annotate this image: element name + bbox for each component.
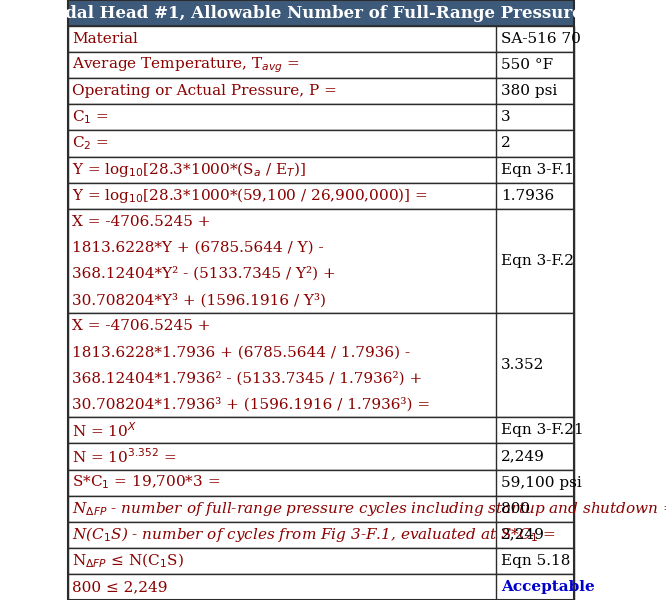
FancyBboxPatch shape bbox=[69, 0, 574, 26]
Text: N$_{ΔFP}$ - number of full-range pressure cycles including startup and shutdown : N$_{ΔFP}$ - number of full-range pressur… bbox=[73, 500, 666, 518]
Text: Y = log$_{10}$[28.3*1000*(59,100 / 26,900,000)] =: Y = log$_{10}$[28.3*1000*(59,100 / 26,90… bbox=[73, 186, 428, 205]
Text: Eqn 3-F.21: Eqn 3-F.21 bbox=[501, 424, 583, 437]
Text: 1.7936: 1.7936 bbox=[501, 188, 554, 203]
FancyBboxPatch shape bbox=[69, 130, 574, 157]
FancyBboxPatch shape bbox=[69, 26, 574, 52]
FancyBboxPatch shape bbox=[69, 209, 574, 313]
Text: N = 10$^X$: N = 10$^X$ bbox=[73, 421, 137, 440]
Text: S*C$_1$ = 19,700*3 =: S*C$_1$ = 19,700*3 = bbox=[73, 474, 220, 491]
Text: Ellipsoidal Head #1, Allowable Number of Full-Range Pressure Cycles: Ellipsoidal Head #1, Allowable Number of… bbox=[0, 5, 647, 22]
Text: N$_{ΔFP}$ ≤ N(C$_1$S): N$_{ΔFP}$ ≤ N(C$_1$S) bbox=[73, 551, 184, 570]
FancyBboxPatch shape bbox=[69, 78, 574, 104]
FancyBboxPatch shape bbox=[69, 157, 574, 182]
Text: 380 psi: 380 psi bbox=[501, 85, 557, 98]
FancyBboxPatch shape bbox=[69, 182, 574, 209]
Text: X = -4706.5245 +: X = -4706.5245 + bbox=[73, 215, 211, 229]
Text: N(C$_1$S) - number of cycles from Fig 3-F.1, evaluated at S*C$_1$ =: N(C$_1$S) - number of cycles from Fig 3-… bbox=[73, 525, 556, 544]
Text: 3.352: 3.352 bbox=[501, 358, 544, 372]
Text: 368.12404*Y² - (5133.7345 / Y²) +: 368.12404*Y² - (5133.7345 / Y²) + bbox=[73, 267, 336, 281]
Text: 2,249: 2,249 bbox=[501, 528, 545, 542]
Text: 30.708204*Y³ + (1596.1916 / Y³): 30.708204*Y³ + (1596.1916 / Y³) bbox=[73, 293, 326, 307]
Text: 2,249: 2,249 bbox=[501, 449, 545, 464]
FancyBboxPatch shape bbox=[69, 52, 574, 78]
Text: Acceptable: Acceptable bbox=[501, 580, 595, 594]
Text: 1813.6228*Y + (6785.5644 / Y) -: 1813.6228*Y + (6785.5644 / Y) - bbox=[73, 241, 324, 255]
FancyBboxPatch shape bbox=[69, 470, 574, 496]
FancyBboxPatch shape bbox=[69, 313, 574, 418]
Text: X = -4706.5245 +: X = -4706.5245 + bbox=[73, 319, 211, 333]
Text: Eqn 3-F.2: Eqn 3-F.2 bbox=[501, 254, 574, 268]
Text: 59,100 psi: 59,100 psi bbox=[501, 476, 581, 490]
Text: 1813.6228*1.7936 + (6785.5644 / 1.7936) -: 1813.6228*1.7936 + (6785.5644 / 1.7936) … bbox=[73, 345, 410, 359]
Text: Y = log$_{10}$[28.3*1000*(S$_a$ / E$_T$)]: Y = log$_{10}$[28.3*1000*(S$_a$ / E$_T$)… bbox=[73, 160, 306, 179]
FancyBboxPatch shape bbox=[69, 496, 574, 522]
FancyBboxPatch shape bbox=[69, 548, 574, 574]
Text: 800: 800 bbox=[501, 502, 530, 515]
Text: 550 °F: 550 °F bbox=[501, 58, 553, 72]
FancyBboxPatch shape bbox=[69, 574, 574, 600]
FancyBboxPatch shape bbox=[69, 443, 574, 470]
Text: 2: 2 bbox=[501, 136, 511, 151]
Text: Material: Material bbox=[73, 32, 139, 46]
Text: 30.708204*1.7936³ + (1596.1916 / 1.7936³) =: 30.708204*1.7936³ + (1596.1916 / 1.7936³… bbox=[73, 397, 430, 412]
FancyBboxPatch shape bbox=[69, 418, 574, 443]
Text: 800 ≤ 2,249: 800 ≤ 2,249 bbox=[73, 580, 168, 594]
FancyBboxPatch shape bbox=[69, 104, 574, 130]
Text: N = 10$^{3.352}$ =: N = 10$^{3.352}$ = bbox=[73, 447, 176, 466]
Text: Eqn 3-F.1: Eqn 3-F.1 bbox=[501, 163, 574, 176]
Text: 3: 3 bbox=[501, 110, 511, 124]
Text: Eqn 5.18: Eqn 5.18 bbox=[501, 554, 570, 568]
Text: SA-516 70: SA-516 70 bbox=[501, 32, 581, 46]
FancyBboxPatch shape bbox=[69, 522, 574, 548]
Text: C$_2$ =: C$_2$ = bbox=[73, 134, 109, 152]
Text: C$_1$ =: C$_1$ = bbox=[73, 109, 109, 126]
Text: 368.12404*1.7936² - (5133.7345 / 1.7936²) +: 368.12404*1.7936² - (5133.7345 / 1.7936²… bbox=[73, 371, 423, 385]
Text: Operating or Actual Pressure, P =: Operating or Actual Pressure, P = bbox=[73, 85, 337, 98]
Text: Average Temperature, T$_{avg}$ =: Average Temperature, T$_{avg}$ = bbox=[73, 55, 300, 75]
